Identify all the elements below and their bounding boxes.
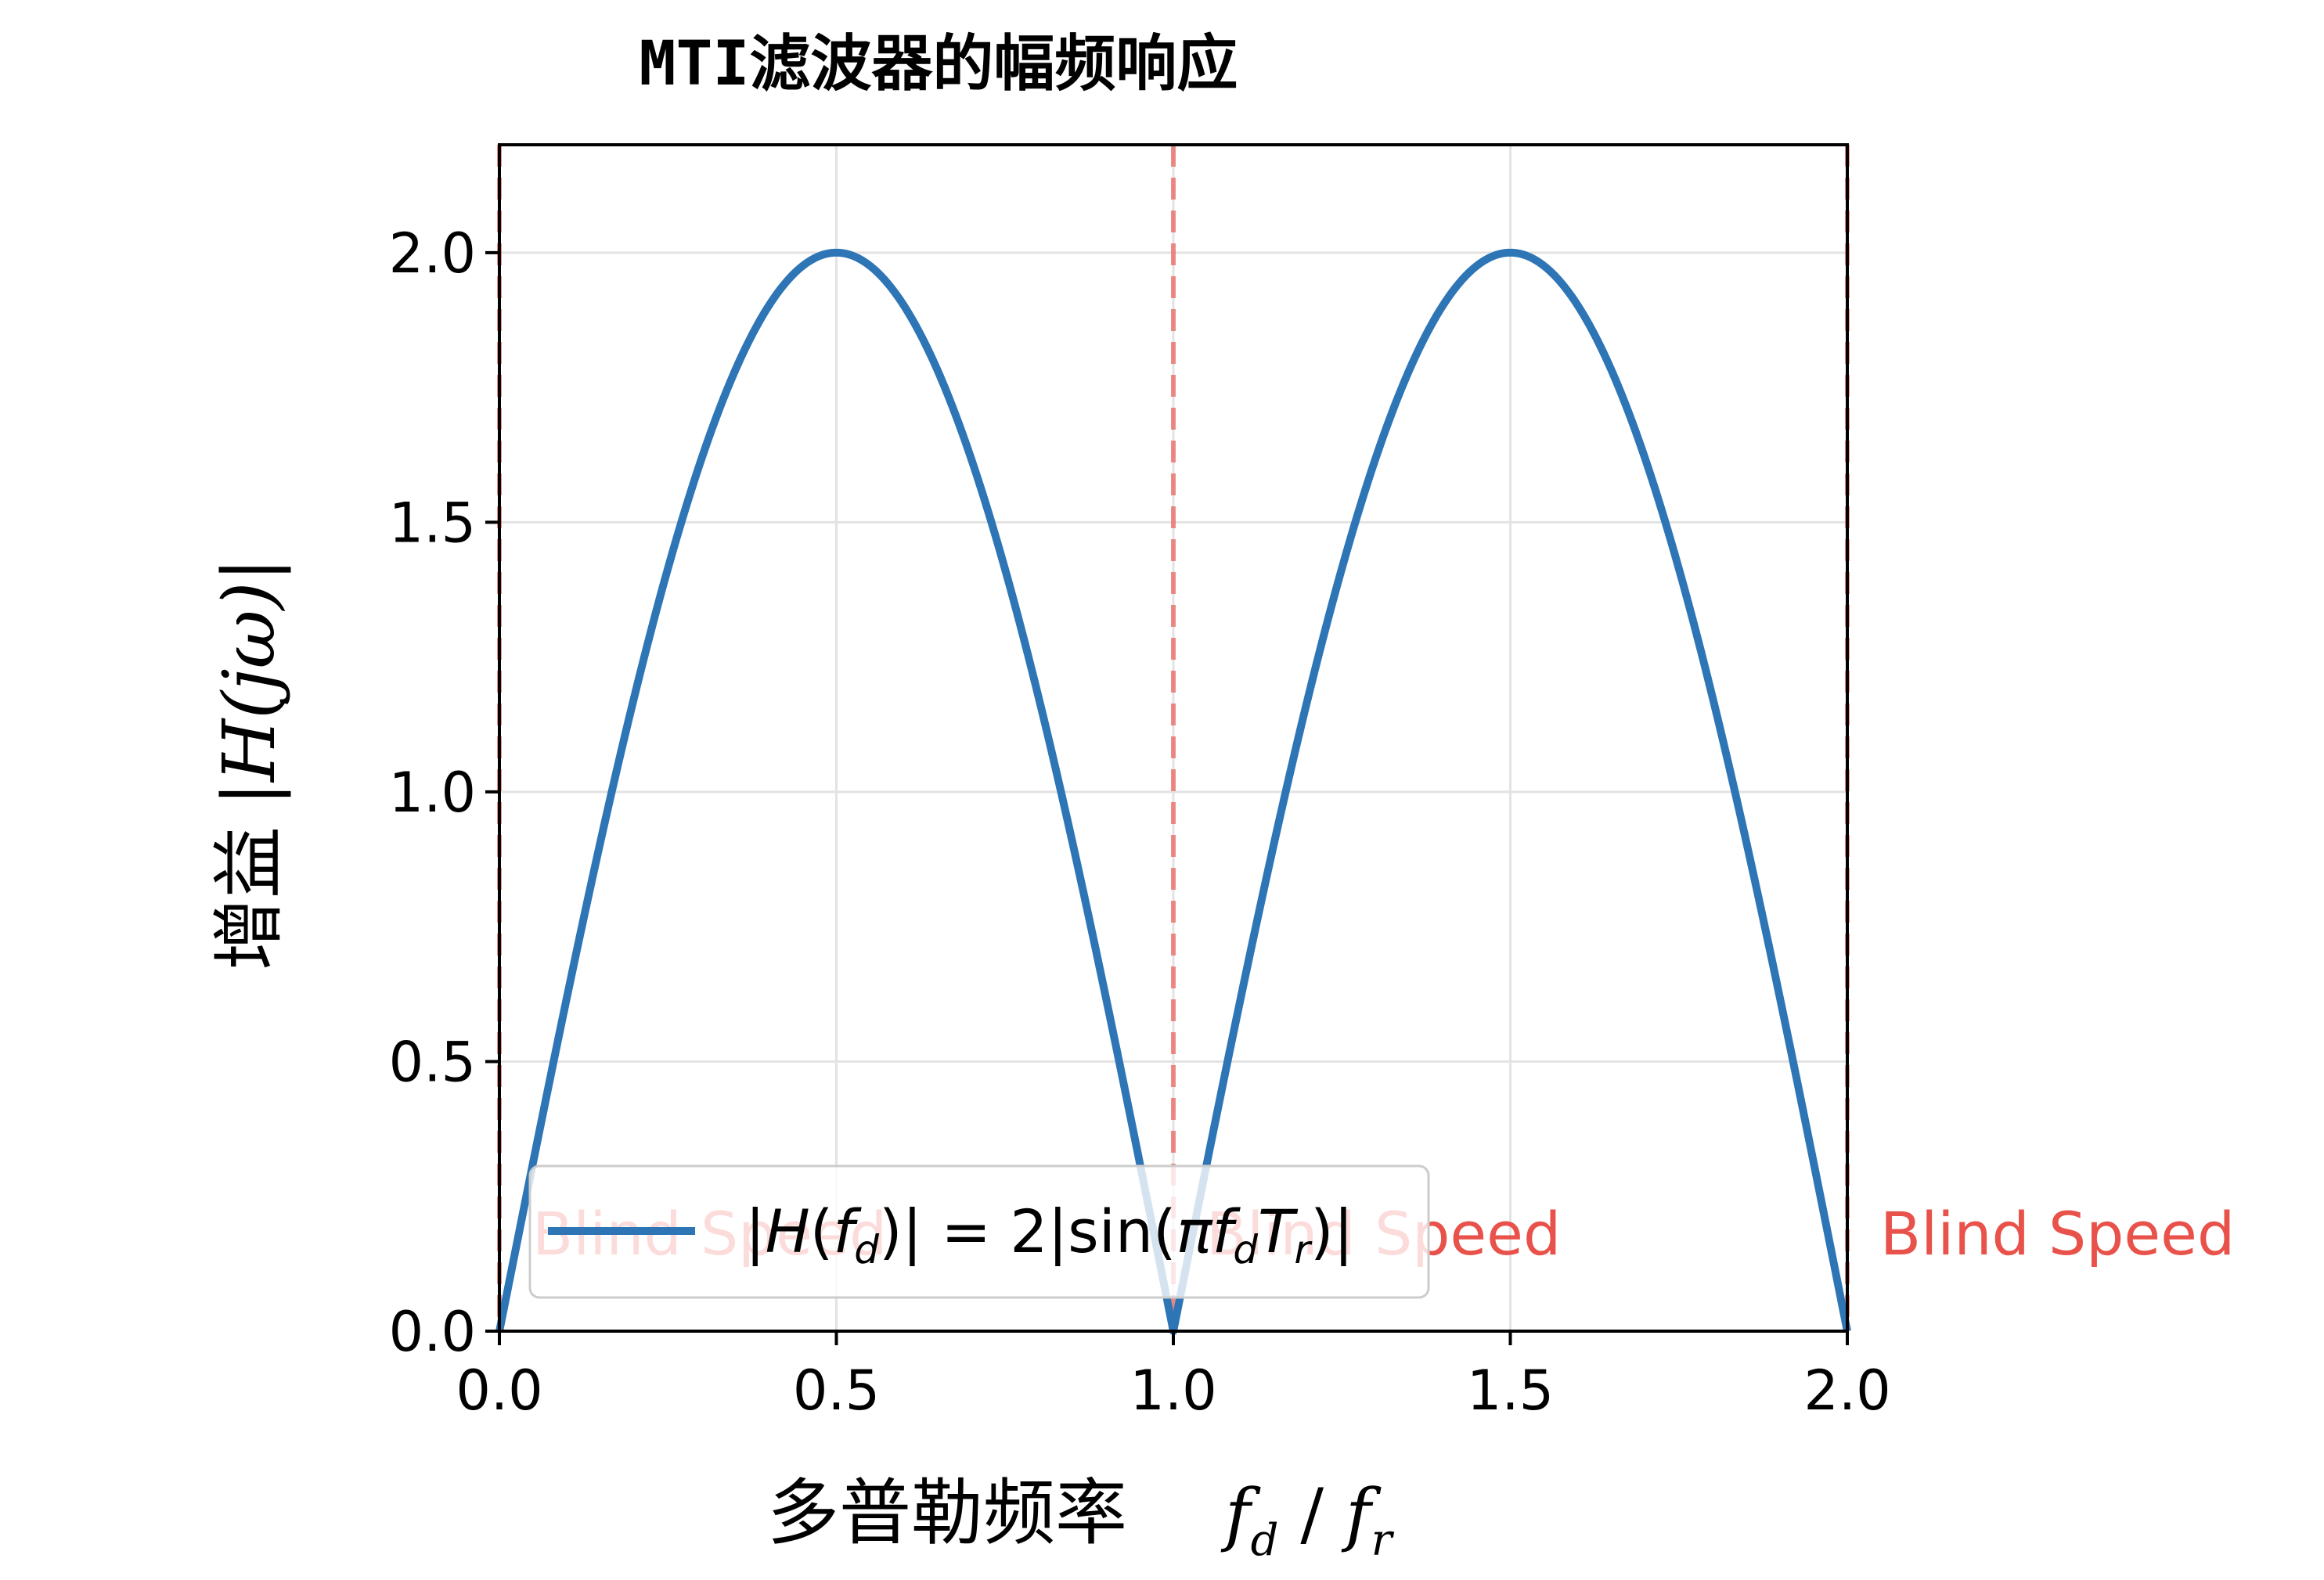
y-tick-label: 1.0 [389, 761, 476, 825]
x-tick-label: 1.0 [1130, 1359, 1216, 1423]
y-axis-label: 增益 |H(jω)| [207, 557, 291, 970]
blind-speed-annotation: Blind Speed [1880, 1199, 2235, 1269]
y-axis-label-math: |H(jω)| [207, 557, 291, 806]
x-axis-label-text: 多普勒频率 [767, 1471, 1127, 1555]
legend: |H(fd)| = 2|sin(πfdTr)| [528, 1164, 1430, 1299]
legend-box [528, 1164, 1430, 1299]
y-tick-label: 0.0 [389, 1300, 476, 1364]
chart-title: MTI滤波器的幅频响应 [640, 29, 1238, 99]
x-tick-label: 1.5 [1467, 1359, 1554, 1423]
y-axis-label-text: 增益 [207, 826, 291, 970]
legend-label: |H(fd)| = 2|sin(πfdTr)| [745, 1197, 1353, 1272]
x-tick-label: 0.5 [793, 1359, 880, 1423]
x-tick-label: 2.0 [1803, 1359, 1890, 1423]
y-tick-label: 1.5 [389, 491, 476, 555]
x-axis-label: 多普勒频率 fd / fr [767, 1471, 1395, 1566]
x-axis-ticks: 0.0 0.5 1.0 1.5 2.0 [456, 1331, 1891, 1423]
y-axis-ticks: 0.0 0.5 1.0 1.5 2.0 [389, 221, 499, 1364]
y-tick-label: 0.5 [389, 1030, 476, 1094]
y-tick-label: 2.0 [389, 221, 476, 286]
x-tick-label: 0.0 [456, 1359, 542, 1423]
x-axis-label-math: fd / fr [1220, 1474, 1395, 1566]
